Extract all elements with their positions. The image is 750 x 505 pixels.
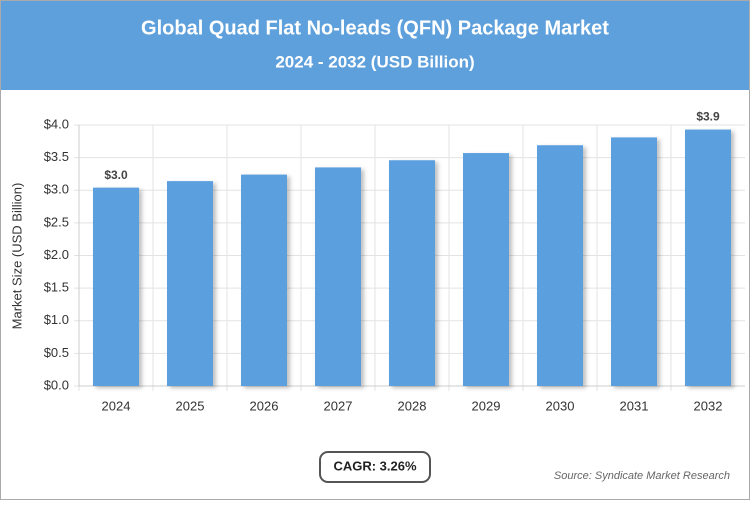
y-tick-label: $0.0 — [44, 377, 69, 392]
x-tick-label: 2026 — [250, 398, 279, 413]
cagr-box — [319, 451, 431, 483]
x-tick-label: 2024 — [102, 398, 131, 413]
x-tick-label: 2030 — [546, 398, 575, 413]
y-tick-label: $1.5 — [44, 280, 69, 295]
chart-title: Global Quad Flat No-leads (QFN) Package … — [141, 17, 609, 39]
y-tick-label: $3.0 — [44, 182, 69, 197]
header — [1, 1, 749, 90]
data-label: $3.0 — [104, 168, 128, 182]
y-tick-label: $2.5 — [44, 214, 69, 229]
y-tick-label: $0.5 — [44, 345, 69, 360]
bar — [241, 174, 287, 386]
bar — [685, 129, 731, 386]
bar — [537, 145, 583, 386]
bar — [315, 167, 361, 386]
chart-subtitle: 2024 - 2032 (USD Billion) — [275, 52, 474, 71]
y-tick-label: $1.0 — [44, 312, 69, 327]
bar — [389, 160, 435, 386]
y-tick-label: $2.0 — [44, 247, 69, 262]
bar — [93, 187, 139, 386]
bar — [611, 137, 657, 386]
y-tick-label: $4.0 — [44, 116, 69, 131]
x-tick-label: 2032 — [694, 398, 723, 413]
bar — [167, 181, 213, 386]
x-tick-label: 2027 — [324, 398, 353, 413]
x-tick-label: 2029 — [472, 398, 501, 413]
x-tick-label: 2031 — [620, 398, 649, 413]
source: Source: Syndicate Market Research — [554, 470, 730, 482]
data-label: $3.9 — [696, 110, 720, 124]
cagr: CAGR: 3.26% — [333, 458, 417, 473]
y-axis-title: Market Size (USD Billion) — [9, 183, 24, 330]
y-tick-label: $3.5 — [44, 149, 69, 164]
x-tick-label: 2028 — [398, 398, 427, 413]
x-tick-label: 2025 — [176, 398, 205, 413]
bar — [463, 153, 509, 386]
